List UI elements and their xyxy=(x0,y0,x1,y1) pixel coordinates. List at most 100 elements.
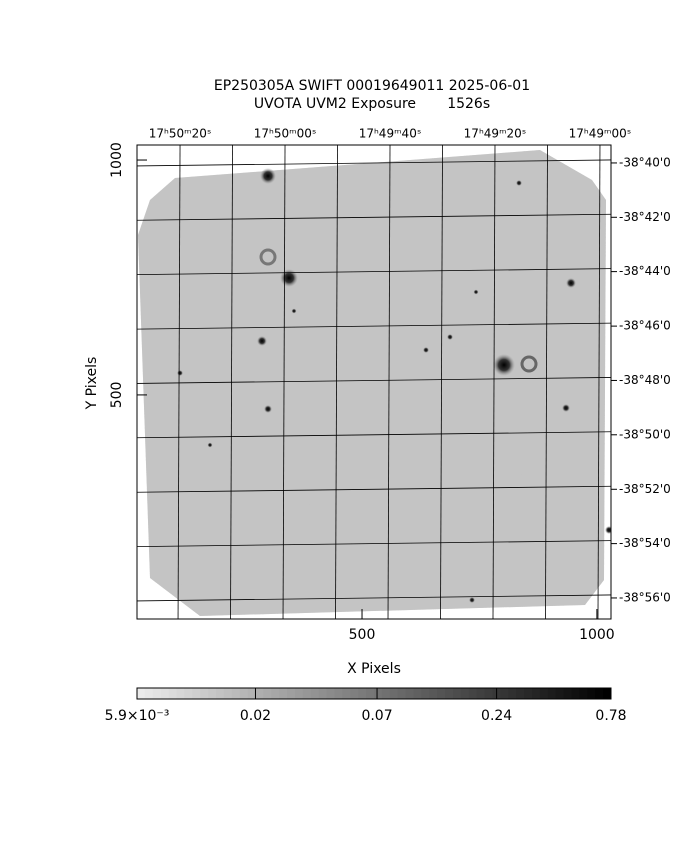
colorbar-step xyxy=(397,688,407,699)
colorbar-step xyxy=(152,688,162,699)
colorbar-step xyxy=(184,688,193,699)
colorbar-step xyxy=(563,688,572,699)
subtitle: UVOTA UVM2 Exposure 1526s xyxy=(254,96,490,112)
y2-tick-label: -38°52'0 xyxy=(619,482,671,496)
colorbar-step xyxy=(263,688,272,699)
colorbar-step xyxy=(287,688,296,699)
colorbar-step xyxy=(137,688,146,699)
x-tick-label: 500 xyxy=(349,627,376,643)
colorbar-step xyxy=(484,688,493,699)
title: EP250305A SWIFT 00019649011 2025-06-01 xyxy=(214,78,530,94)
colorbar-step xyxy=(160,688,170,699)
grid-line xyxy=(137,268,611,276)
colorbar-step xyxy=(445,688,454,699)
y2-tick-label: -38°56'0 xyxy=(619,590,671,604)
colorbar-step xyxy=(295,688,304,699)
grid-line xyxy=(597,145,601,619)
grid-line xyxy=(177,145,181,619)
colorbar-step xyxy=(587,688,596,699)
colorbar-step xyxy=(603,688,612,699)
grid-line xyxy=(137,431,611,439)
colorbar-step xyxy=(326,688,335,699)
colorbar-tick-label: 0.02 xyxy=(240,708,271,724)
colorbar-step xyxy=(239,688,249,699)
grid-line xyxy=(282,145,286,619)
y2-tick-label: -38°50'0 xyxy=(619,427,671,441)
colorbar-step xyxy=(429,688,438,699)
grid-line xyxy=(137,322,611,330)
x2-tick-label: 17ʰ50ᵐ20ˢ xyxy=(149,127,212,141)
x2-tick-label: 17ʰ50ᵐ00ˢ xyxy=(254,127,317,141)
y2-tick-label: -38°46'0 xyxy=(619,319,671,333)
colorbar-step xyxy=(310,688,320,699)
colorbar-step xyxy=(231,688,241,699)
colorbar-step xyxy=(532,688,541,699)
colorbar-step xyxy=(508,688,517,699)
x2-tick-label: 17ʰ49ᵐ00ˢ xyxy=(569,127,632,141)
colorbar-step xyxy=(405,688,414,699)
colorbar-step xyxy=(571,688,580,699)
colorbar-step xyxy=(366,688,375,699)
grid-line xyxy=(492,145,496,619)
colorbar-step xyxy=(381,688,391,699)
colorbar: 5.9×10⁻³ 0.02 0.07 0.24 0.78 xyxy=(105,687,627,724)
colorbar-step xyxy=(468,688,478,699)
colorbar-step xyxy=(302,688,312,699)
x2-tick-label: 17ʰ49ᵐ20ˢ xyxy=(464,127,527,141)
y2-tick-label: -38°44'0 xyxy=(619,264,671,278)
colorbar-step xyxy=(144,688,154,699)
grid-line xyxy=(137,485,611,493)
y2-tick-label: -38°48'0 xyxy=(619,373,671,387)
colorbar-step xyxy=(247,688,256,699)
grid-line xyxy=(137,159,611,167)
grid-line-minor xyxy=(335,145,338,619)
image xyxy=(137,145,611,619)
colorbar-step xyxy=(176,688,185,699)
colorbar-step xyxy=(500,688,509,699)
colorbar-step xyxy=(271,688,280,699)
x-axis-label: X Pixels xyxy=(347,661,401,677)
y2-tick-label: -38°42'0 xyxy=(619,210,671,224)
colorbar-step xyxy=(547,688,557,699)
x2-tick-label: 17ʰ49ᵐ40ˢ xyxy=(359,127,422,141)
colorbar-step xyxy=(168,688,177,699)
y2-tick-label: -38°54'0 xyxy=(619,536,671,550)
exposure-noise xyxy=(138,150,606,616)
colorbar-step xyxy=(208,688,217,699)
grid-line xyxy=(137,213,611,221)
colorbar-step xyxy=(318,688,328,699)
colorbar-step xyxy=(516,688,525,699)
colorbar-step xyxy=(413,688,422,699)
grid-line xyxy=(387,145,391,619)
y-tick-label: 500 xyxy=(109,382,125,409)
colorbar-step xyxy=(389,688,399,699)
grid-line xyxy=(137,377,611,384)
grid-line-minor xyxy=(545,145,548,619)
colorbar-step xyxy=(216,688,225,699)
y-axis-label: Y Pixels xyxy=(84,357,100,411)
colorbar-step xyxy=(342,688,351,699)
colorbar-step xyxy=(334,688,343,699)
colorbar-step xyxy=(437,688,446,699)
colorbar-tick-label: 0.78 xyxy=(595,708,626,724)
grid xyxy=(137,145,611,619)
colorbar-step xyxy=(524,688,533,699)
colorbar-tick-label: 0.07 xyxy=(361,708,392,724)
colorbar-step xyxy=(350,688,359,699)
colorbar-step xyxy=(223,688,233,699)
colorbar-step xyxy=(358,688,367,699)
colorbar-tick-label: 0.24 xyxy=(481,708,512,724)
colorbar-tick-label: 5.9×10⁻³ xyxy=(105,708,170,724)
grid-line xyxy=(137,594,611,602)
colorbar-step xyxy=(555,688,565,699)
colorbar-step xyxy=(200,688,209,699)
colorbar-step xyxy=(255,688,264,699)
grid-line-minor xyxy=(440,145,443,619)
colorbar-step xyxy=(579,688,588,699)
colorbar-step xyxy=(539,688,549,699)
y2-tick-label: -38°40'0 xyxy=(619,155,671,169)
colorbar-step xyxy=(460,688,470,699)
colorbar-step xyxy=(421,688,430,699)
grid-line xyxy=(137,540,611,548)
